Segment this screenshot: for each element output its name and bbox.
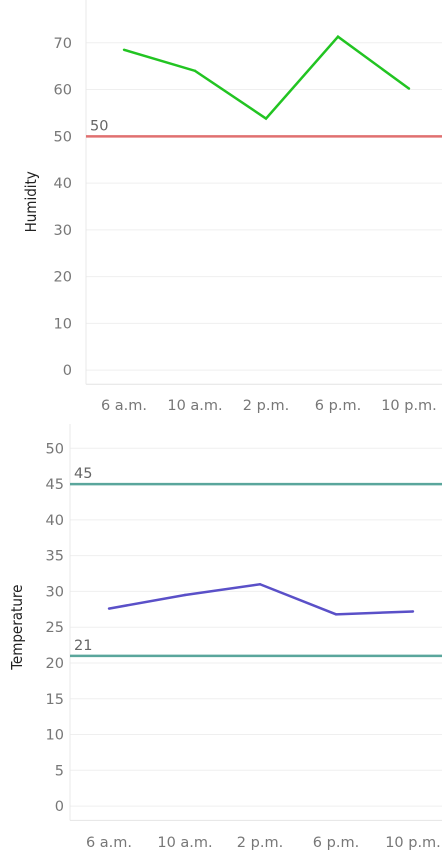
temperature-data-point xyxy=(258,583,262,586)
humidity-data-point xyxy=(122,48,126,51)
temperature-x-tick-label: 10 p.m. xyxy=(385,835,441,851)
humidity-y-tick-label: 0 xyxy=(63,363,72,379)
humidity-data-point xyxy=(407,87,411,90)
temperature-y-tick-label: 25 xyxy=(46,620,64,636)
humidity-x-tick-label: 10 p.m. xyxy=(381,398,437,414)
humidity-y-tick-label: 70 xyxy=(54,36,72,52)
humidity-x-tick-label: 10 a.m. xyxy=(167,398,222,414)
humidity-y-tick-label: 60 xyxy=(54,83,72,99)
humidity-y-axis-title: Humidity xyxy=(22,171,40,232)
temperature-y-tick-label: 35 xyxy=(46,549,64,565)
temperature-y-tick-label: 5 xyxy=(55,763,64,779)
temperature-y-tick-label: 15 xyxy=(46,692,64,708)
humidity-y-tick-label: 20 xyxy=(54,270,72,286)
humidity-x-tick-label: 6 a.m. xyxy=(101,398,147,414)
temperature-y-tick-label: 50 xyxy=(46,441,64,457)
temperature-chart: 0 5 10 15 20 25 30 35 40 45 50 45 21 6 a.m. 10 a.m. 2 p… xyxy=(8,424,442,851)
temperature-y-tick-label: 40 xyxy=(46,513,64,529)
temperature-y-tick-label: 0 xyxy=(55,799,64,815)
temperature-x-tick-label: 10 a.m. xyxy=(157,835,212,851)
temperature-series-line xyxy=(108,582,414,616)
temperature-data-point xyxy=(411,610,415,613)
humidity-y-tick-label: 40 xyxy=(54,176,72,192)
temperature-y-tick-label: 20 xyxy=(46,656,64,672)
temperature-x-tick-label: 6 a.m. xyxy=(86,835,132,851)
humidity-data-point xyxy=(193,69,197,73)
temperature-x-tick-label: 6 p.m. xyxy=(313,835,359,851)
temperature-reference-label: 21 xyxy=(74,638,92,654)
temperature-data-point xyxy=(107,607,111,610)
temperature-y-tick-label: 10 xyxy=(46,728,64,744)
humidity-data-point xyxy=(336,35,340,38)
humidity-x-tick-label: 6 p.m. xyxy=(315,398,361,414)
humidity-x-tick-label: 2 p.m. xyxy=(243,398,289,414)
humidity-chart: 0 10 20 30 40 50 60 70 50 6 a.m. 10 a.m. 2 p.m. 6 p.… xyxy=(22,0,442,414)
humidity-y-tick-label: 50 xyxy=(54,129,72,145)
temperature-y-tick-label: 45 xyxy=(46,477,64,493)
temperature-reference-label: 45 xyxy=(74,466,92,482)
humidity-series-line xyxy=(123,35,410,121)
temperature-y-axis-title: Temperature xyxy=(8,585,26,671)
humidity-y-tick-label: 30 xyxy=(54,223,72,239)
humidity-data-point xyxy=(264,117,268,120)
humidity-y-tick-label: 10 xyxy=(54,316,72,332)
temperature-x-tick-label: 2 p.m. xyxy=(237,835,283,851)
temperature-data-point xyxy=(183,593,187,597)
temperature-data-point xyxy=(334,613,338,616)
humidity-reference-label: 50 xyxy=(90,118,108,134)
temperature-y-tick-label: 30 xyxy=(46,584,64,600)
